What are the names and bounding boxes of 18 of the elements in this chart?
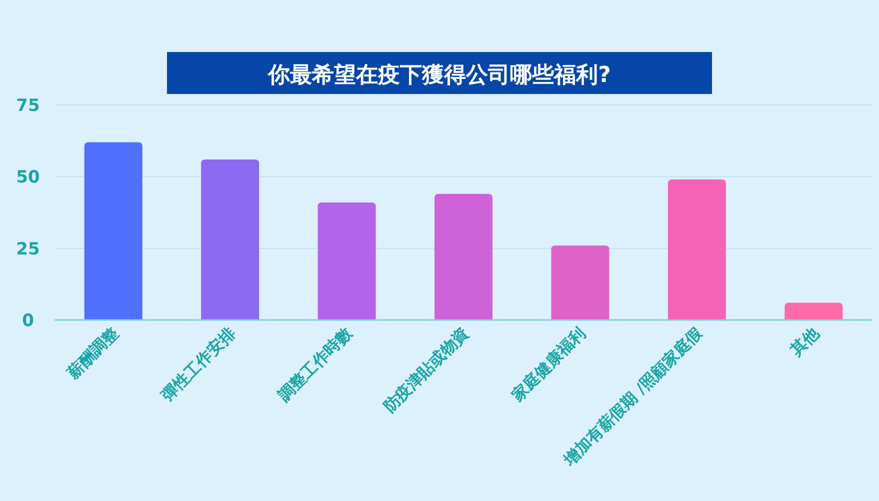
x-tick-label: 其他 xyxy=(786,322,824,360)
x-tick-label: 家庭健康福利 xyxy=(507,323,590,406)
x-tick-label: 薪酬調整 xyxy=(62,323,122,383)
x-tick-label: 彈性工作安排 xyxy=(158,323,239,405)
bar xyxy=(784,302,843,320)
bar xyxy=(434,194,492,320)
y-tick-label: 75 xyxy=(16,96,40,116)
y-tick-label: 50 xyxy=(16,168,40,188)
y-tick-label: 25 xyxy=(16,239,40,260)
bar xyxy=(551,245,610,320)
bar xyxy=(201,159,260,320)
y-tick-label: 0 xyxy=(22,311,34,331)
chart-title: 你最希望在疫下獲得公司哪些福利? xyxy=(267,62,611,88)
bar xyxy=(84,142,142,320)
bar xyxy=(318,202,376,320)
x-tick-label: 調整工作時數 xyxy=(274,322,356,405)
bar xyxy=(668,180,726,320)
x-tick-label: 防疫津貼或物資 xyxy=(380,323,472,416)
